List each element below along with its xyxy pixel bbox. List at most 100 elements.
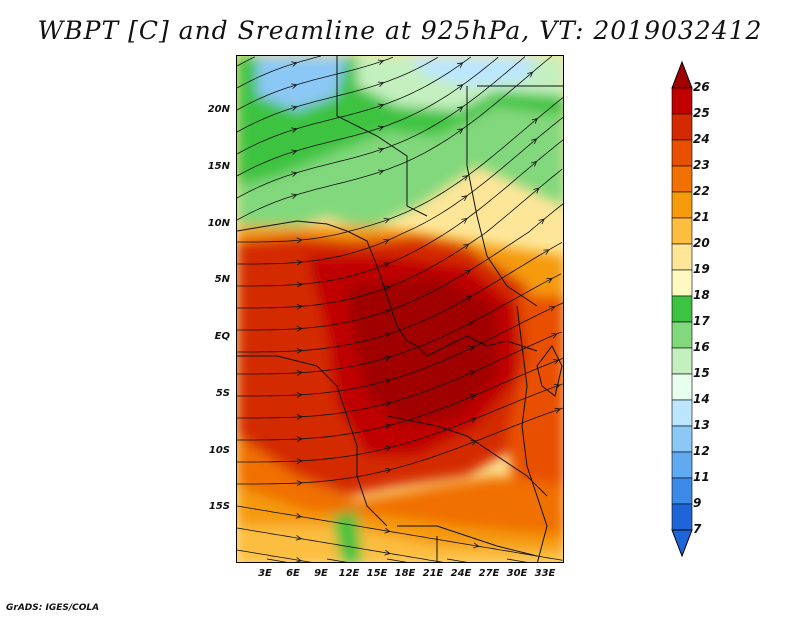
streamline [237, 505, 563, 561]
streamline-arrow [384, 309, 391, 315]
streamline-arrow [553, 384, 561, 390]
colorbar-segment [671, 451, 693, 479]
streamline-arrow [470, 440, 478, 446]
streamline [237, 273, 562, 375]
colorbar-level-label: 9 [693, 496, 702, 510]
streamline-arrow [291, 171, 298, 177]
colorbar-segment [671, 87, 693, 115]
streamline-arrow [291, 61, 298, 67]
colorbar-segment [671, 191, 693, 219]
colorbar-segment [671, 295, 693, 323]
streamline-arrow [296, 303, 303, 310]
streamline-arrow [549, 306, 556, 312]
streamline-arrow [296, 436, 303, 442]
colorbar-segment [671, 113, 693, 141]
streamline-arrow [461, 195, 468, 201]
streamline-arrow [470, 417, 477, 423]
streamline [237, 116, 563, 265]
streamline-arrow [383, 239, 390, 245]
streamline-arrow [377, 125, 385, 131]
colorbar-level-label: 15 [693, 366, 710, 380]
colorbar-level-label: 25 [693, 106, 710, 120]
streamline-arrow [377, 147, 385, 153]
streamline-arrow [473, 542, 480, 549]
chart-title: WBPT [C] and Sreamline at 925hPa, VT: 20… [37, 16, 763, 45]
streamline-arrow [296, 414, 303, 420]
lon-tick-label: 27E [478, 568, 500, 579]
streamline [237, 242, 563, 353]
streamline-arrow [531, 138, 538, 145]
lon-tick-label: 12E [338, 568, 360, 579]
grads-credit: GrADS: IGES/COLA [6, 603, 100, 613]
streamline-arrow [385, 401, 392, 407]
streamline [237, 357, 563, 441]
streamline [237, 407, 563, 485]
colorbar-segment [671, 503, 693, 531]
streamline-arrow [457, 128, 464, 134]
streamline-arrow [469, 370, 476, 376]
streamline-arrow [383, 218, 391, 224]
colorbar-segment [671, 399, 693, 427]
colorbar-segment [671, 217, 693, 245]
colorbar-segment [671, 321, 693, 349]
lon-tick-label: 33E [534, 568, 556, 579]
colorbar-top-arrow [671, 60, 693, 89]
streamline-arrow [462, 175, 469, 181]
streamline-arrow [383, 285, 391, 292]
lon-tick-label: 9E [314, 568, 328, 579]
lon-tick-label: 24E [450, 568, 472, 579]
streamline [237, 168, 563, 309]
streamline-arrow [457, 84, 464, 90]
colorbar-level-label: 16 [693, 340, 710, 354]
colorbar-level-label: 20 [693, 236, 710, 250]
lon-tick-label: 18E [394, 568, 416, 579]
lat-tick-label: 20N [207, 104, 230, 115]
colorbar-segment [671, 165, 693, 193]
streamline-arrow [467, 321, 474, 327]
colorbar-level-label: 22 [693, 184, 710, 198]
colorbar-level-label: 7 [693, 522, 702, 536]
streamline [237, 56, 526, 199]
colorbar-bottom-arrow [671, 529, 693, 558]
colorbar-level-label: 13 [693, 418, 710, 432]
streamline-arrow [464, 269, 471, 276]
lat-tick-label: 10N [207, 218, 230, 229]
streamline-arrow [383, 262, 390, 268]
streamline-arrow [296, 348, 303, 354]
streamline [237, 56, 499, 177]
field-sw-green [332, 511, 362, 562]
streamline-arrow [377, 59, 385, 65]
colorbar-level-label: 17 [693, 314, 710, 328]
streamline [266, 558, 288, 562]
field-south-yellow [237, 526, 563, 562]
streamline-arrow [554, 407, 562, 414]
colorbar-level-label: 14 [693, 392, 710, 406]
lat-tick-label: 10S [208, 445, 230, 456]
colorbar-segment [671, 139, 693, 167]
lat-tick-label: 15N [207, 161, 230, 172]
streamline-arrow [384, 332, 391, 338]
streamline-arrow [469, 394, 477, 400]
streamline [237, 203, 563, 331]
streamline-arrow [296, 458, 303, 464]
streamline-arrow [296, 259, 303, 266]
lat-tick-label: EQ [214, 331, 230, 342]
colorbar-level-label: 24 [693, 132, 710, 146]
colorbar-level-label: 26 [693, 80, 710, 94]
colorbar-level-label: 18 [693, 288, 710, 302]
streamline-arrow [385, 467, 392, 474]
streamline-arrow [296, 325, 303, 332]
streamline-arrow [543, 249, 550, 255]
streamline-arrow [296, 392, 303, 398]
colorbar-segment [671, 269, 693, 297]
streamline-arrow [291, 193, 298, 199]
streamline-arrow [463, 243, 470, 250]
map-plot [237, 56, 563, 562]
streamline [237, 549, 312, 562]
streamline-arrow [461, 217, 468, 224]
streamline [237, 56, 553, 221]
colorbar-segment [671, 243, 693, 271]
map-frame [236, 55, 564, 563]
streamline-arrow [385, 423, 392, 430]
streamline-arrow [295, 535, 302, 541]
